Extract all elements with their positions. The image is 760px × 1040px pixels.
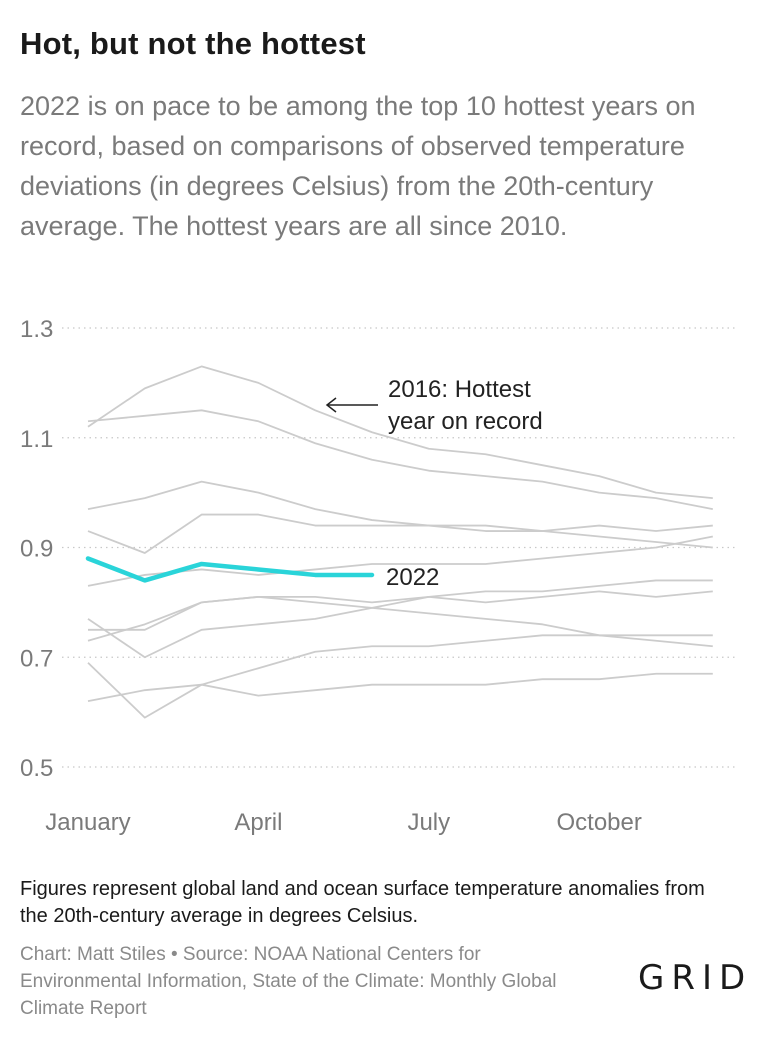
annotation-2022-label: 2022 (386, 564, 439, 591)
annotation-arrow-head (325, 397, 337, 413)
y-tick-label: 0.9 (20, 536, 53, 563)
y-tick-label: 1.3 (20, 316, 53, 343)
x-tick-label: April (234, 809, 282, 836)
y-tick-label: 1.1 (20, 426, 53, 453)
series-line-other-year (87, 595, 713, 648)
footnote: Figures represent global land and ocean … (20, 878, 705, 927)
x-tick-label: January (45, 809, 130, 836)
x-tick-label: July (407, 809, 450, 836)
annotations: 2016: Hottest year on record 2022 (325, 376, 543, 591)
series-line-other-year (87, 590, 713, 659)
y-tick-label: 0.5 (20, 755, 53, 782)
source-credit: Chart: Matt Stiles • Source: NOAA Nation… (20, 944, 557, 1019)
grid-logo: GRID (638, 958, 753, 998)
y-tick-label: 0.7 (20, 645, 53, 672)
series-line-other-year (87, 535, 713, 587)
y-axis-tick-labels: 1.3 1.1 0.9 0.7 0.5 (20, 316, 53, 782)
series-line-2022 (85, 556, 375, 583)
series-lines (85, 365, 713, 719)
x-tick-label: October (557, 809, 642, 836)
annotation-hottest-line1: 2016: Hottest (388, 376, 531, 403)
series-line-other-year (87, 672, 713, 703)
series-line-other-year (87, 480, 713, 549)
series-line-other-year (87, 409, 713, 510)
series-line-other-year (87, 634, 713, 719)
chart-subtitle: 2022 is on pace to be among the top 10 h… (20, 91, 696, 241)
series-line-other-year (87, 513, 713, 554)
x-axis-tick-labels: January April July October (45, 809, 642, 836)
series-line-other-year (87, 365, 713, 500)
chart-title: Hot, but not the hottest (20, 26, 366, 61)
annotation-hottest-line2: year on record (388, 408, 543, 435)
line-chart: 1.31.10.90.70.5 January April July October … (20, 316, 738, 836)
